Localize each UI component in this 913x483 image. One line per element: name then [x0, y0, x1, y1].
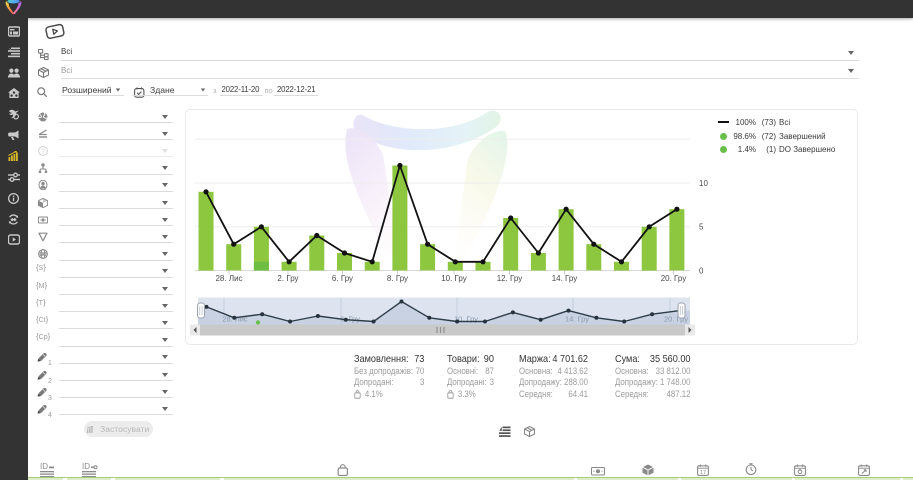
svg-text:10. Гру: 10. Гру [454, 315, 478, 324]
svg-text:0: 0 [699, 266, 704, 275]
svg-text:12. Гру: 12. Гру [497, 274, 523, 283]
svg-text:?: ? [41, 148, 45, 155]
svg-text:10: 10 [699, 179, 708, 188]
svg-text:28. Лис: 28. Лис [215, 274, 242, 283]
svg-text:6. Гру: 6. Гру [340, 315, 360, 324]
svg-text:14. Гру: 14. Гру [552, 274, 578, 283]
svg-text:14. Гру: 14. Гру [565, 315, 589, 324]
svg-text:20. Гру: 20. Гру [664, 315, 688, 324]
svg-text:17: 17 [700, 470, 706, 476]
svg-text:2. Гру: 2. Гру [277, 274, 298, 283]
svg-text:20. Гру: 20. Гру [661, 274, 687, 283]
svg-text:ID: ID [40, 462, 48, 471]
svg-text:6. Гру: 6. Гру [332, 274, 353, 283]
svg-text:5: 5 [699, 223, 704, 232]
svg-text:ID: ID [82, 462, 90, 471]
svg-text:8. Гру: 8. Гру [387, 274, 408, 283]
svg-text:10. Гру: 10. Гру [441, 274, 467, 283]
